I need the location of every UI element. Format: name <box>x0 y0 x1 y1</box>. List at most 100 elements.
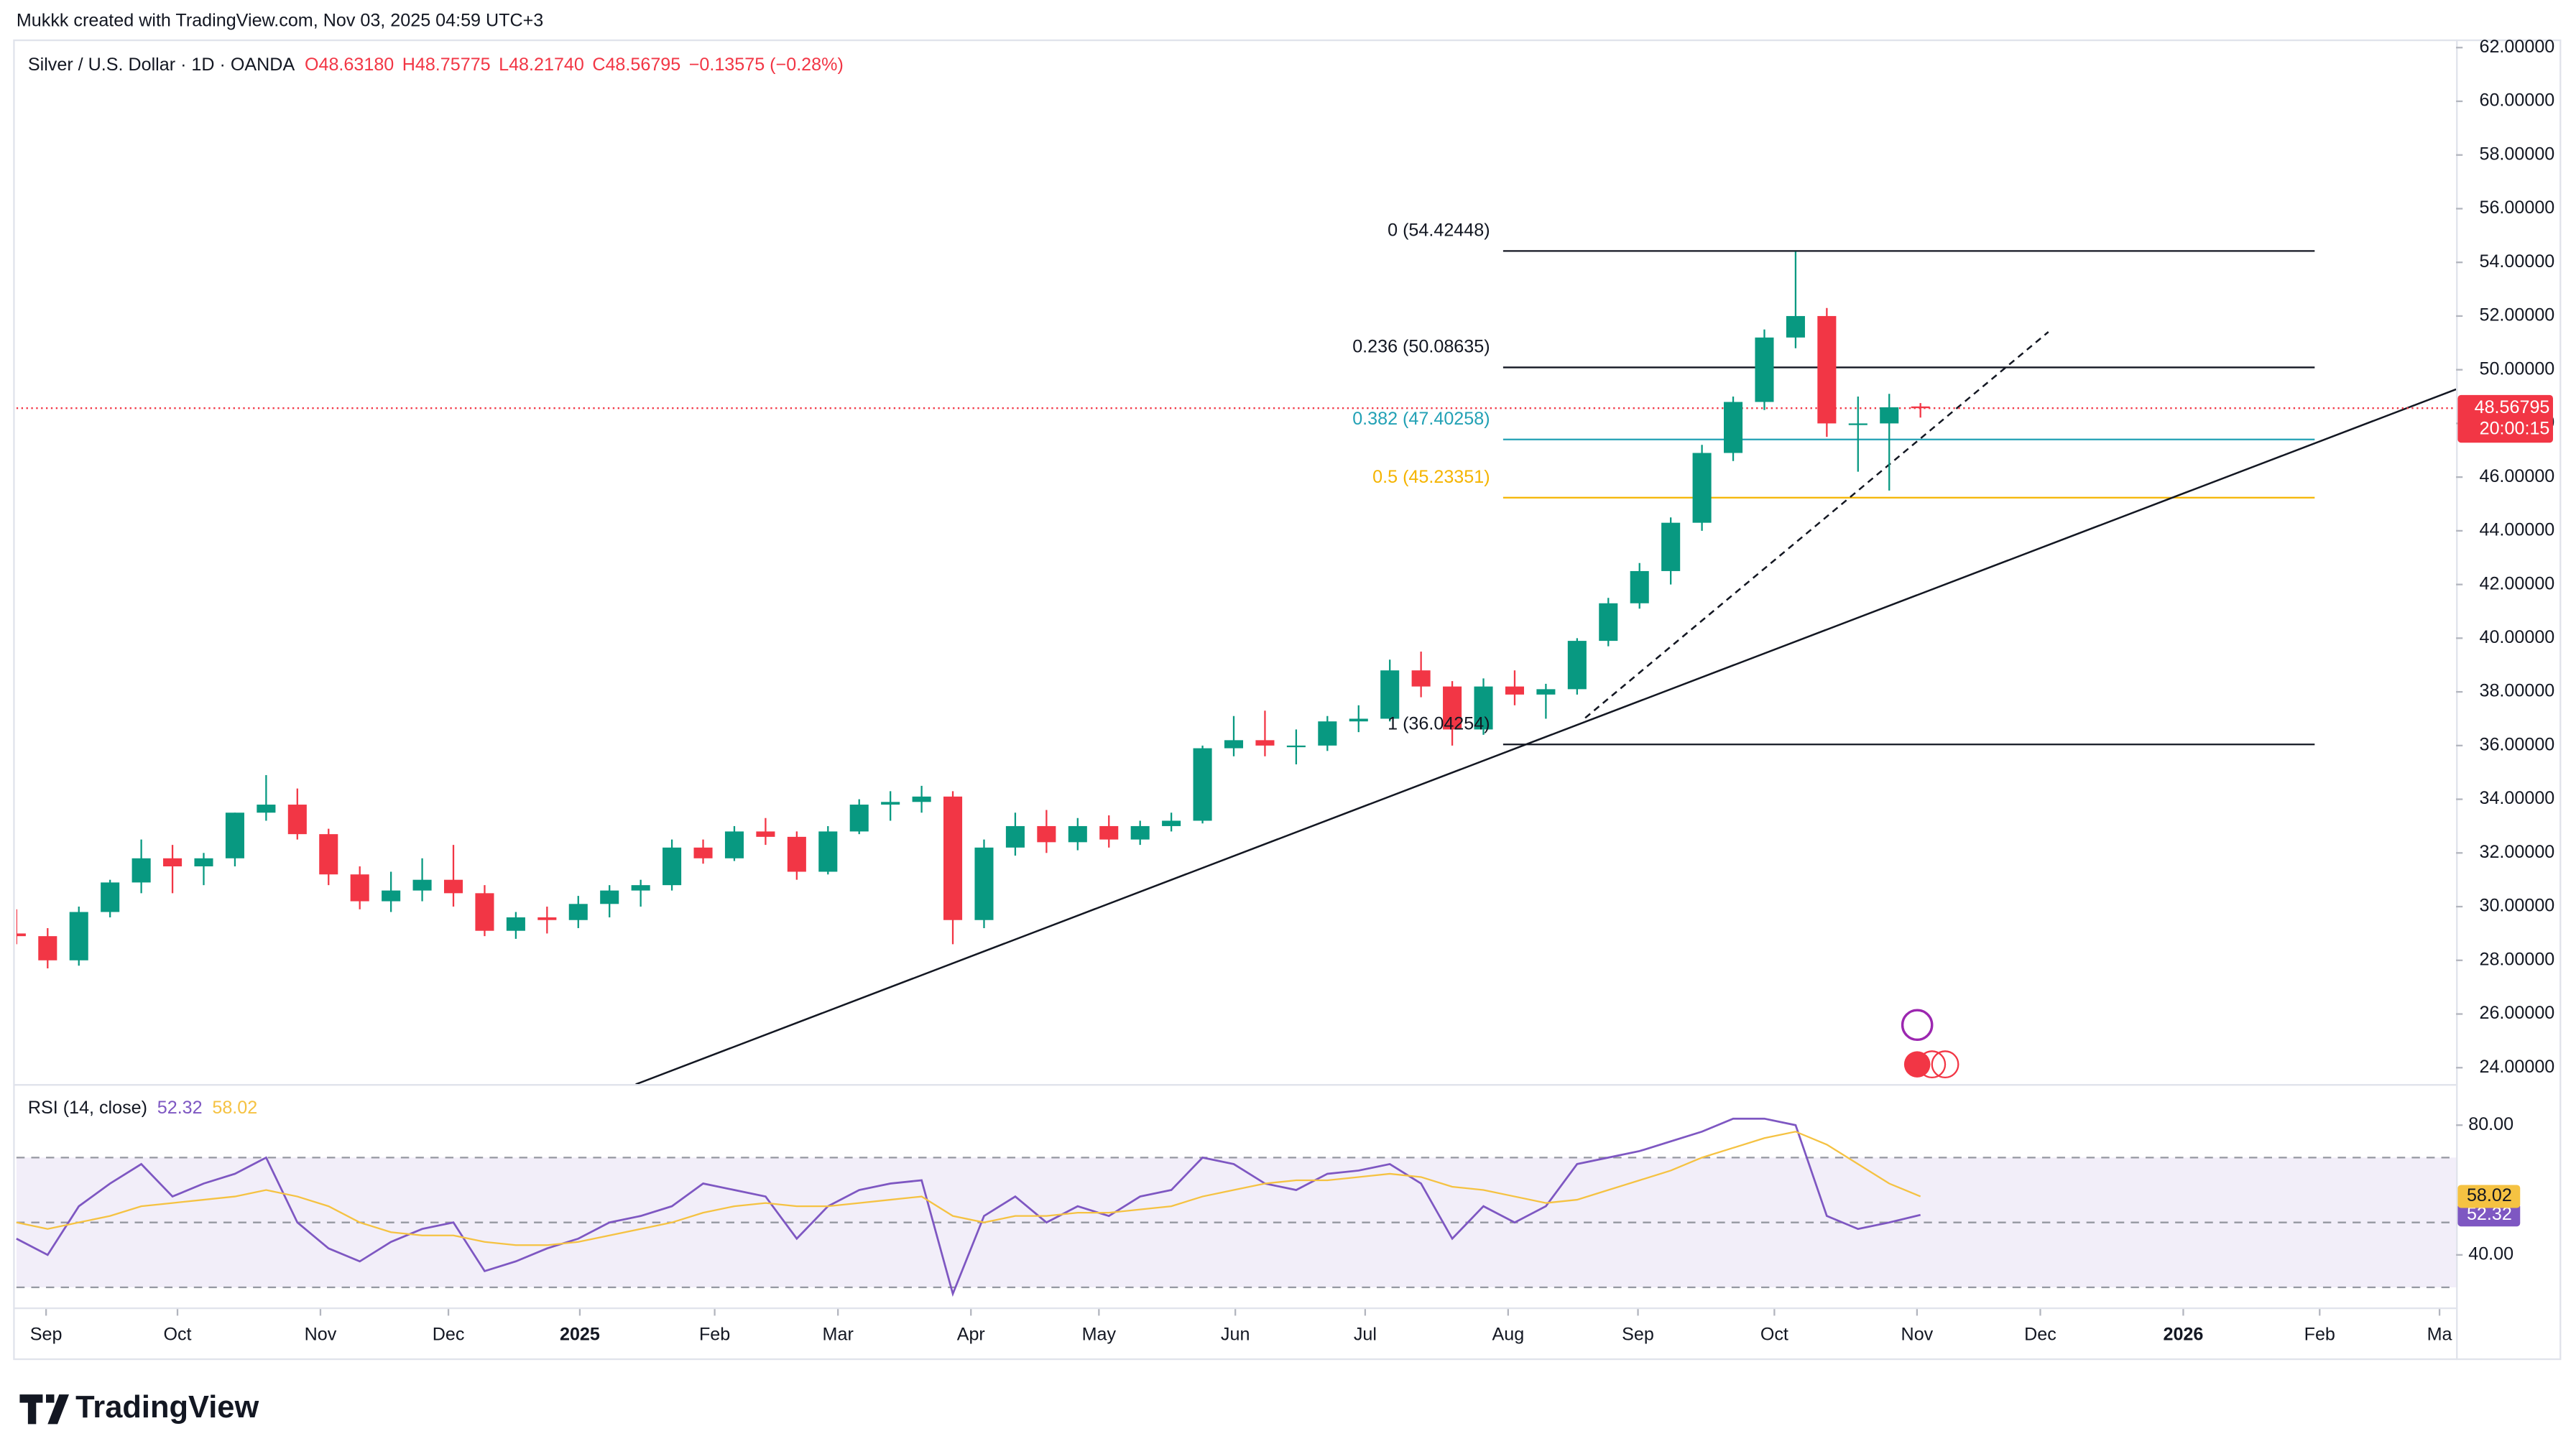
candle-body <box>1318 721 1337 746</box>
ohlc-value: −0.13575 (−0.28%) <box>689 55 844 75</box>
candle-body <box>663 847 682 886</box>
y-tick-label: 62.00000 <box>2479 37 2554 57</box>
x-tick-label: Sep <box>30 1325 63 1345</box>
candle-body <box>475 893 494 931</box>
rsi-legend-value: 58.02 <box>212 1098 257 1118</box>
candle-body <box>1536 689 1556 695</box>
candle-body <box>1068 825 1087 843</box>
candle-body <box>131 858 151 883</box>
x-tick-label: Nov <box>1901 1325 1934 1345</box>
candle-body <box>818 831 838 872</box>
candle-body <box>787 836 806 872</box>
candle-body <box>69 912 88 960</box>
candle-body <box>1692 453 1712 523</box>
y-tick-label: 32.00000 <box>2479 842 2554 862</box>
x-tick-label: Dec <box>2024 1325 2056 1345</box>
fib-label: 0 (54.42448) <box>1388 221 1490 241</box>
candle-body <box>412 879 432 891</box>
candle-body <box>382 890 401 902</box>
y-tick-label: 24.00000 <box>2479 1057 2554 1077</box>
rsi-line <box>16 1117 1921 1297</box>
candle-body <box>1567 641 1587 690</box>
candle-body <box>257 805 276 813</box>
candle-body <box>16 933 26 937</box>
ohlc-value: L48.21740 <box>499 55 584 75</box>
candle-body <box>1880 407 1899 424</box>
x-tick-label: Oct <box>1760 1325 1788 1345</box>
x-tick-label: Aug <box>1492 1325 1524 1345</box>
candle-body <box>943 796 963 920</box>
candle-body <box>1286 745 1306 748</box>
candle-body <box>568 904 588 920</box>
y-tick-label: 80.00 <box>2468 1114 2513 1134</box>
candle-body <box>1224 740 1244 749</box>
candle-body <box>1599 603 1618 642</box>
ohlc-value: O48.63180 <box>305 55 394 75</box>
candle-body <box>1505 686 1524 695</box>
event-icon <box>1918 1050 1947 1079</box>
x-tick-label: Feb <box>699 1325 730 1345</box>
y-tick-label: 38.00000 <box>2479 681 2554 701</box>
rsi-line <box>16 1131 1921 1246</box>
candle-body <box>443 879 463 894</box>
logo: TradingView <box>75 1390 259 1425</box>
event-icon <box>1931 1050 1959 1079</box>
candle-body <box>1755 337 1774 402</box>
countdown: 20:00:15 <box>2480 419 2550 439</box>
candle-body <box>881 802 900 805</box>
candle-body <box>1443 686 1462 730</box>
y-tick-label: 40.00000 <box>2479 627 2554 647</box>
candle-body <box>319 834 338 875</box>
candle-body <box>974 847 994 920</box>
y-tick-label: 52.00000 <box>2479 305 2554 325</box>
rsi-value-label: 58.02 <box>2467 1185 2512 1205</box>
x-tick-label: 2026 <box>2163 1325 2203 1345</box>
candle-body <box>1099 825 1119 840</box>
candle-body <box>1005 825 1025 848</box>
y-tick-label: 40.00 <box>2468 1244 2513 1264</box>
y-tick-label: 50.00000 <box>2479 358 2554 379</box>
y-tick-label: 42.00000 <box>2479 573 2554 593</box>
price-pane <box>16 250 2457 1085</box>
candle-body <box>1411 670 1431 687</box>
y-tick-label: 44.00000 <box>2479 520 2554 540</box>
event-icon <box>1901 1009 1934 1042</box>
event-icon <box>1903 1051 1931 1078</box>
trendline <box>635 388 2457 1085</box>
candle-body <box>1786 315 1805 338</box>
candle-body <box>1474 686 1493 730</box>
candle-body <box>194 858 213 866</box>
y-tick-label: 56.00000 <box>2479 198 2554 218</box>
candle-body <box>101 882 120 912</box>
x-tick-label: Oct <box>163 1325 191 1345</box>
x-tick-label: May <box>1082 1325 1117 1345</box>
rsi-value-box <box>2457 1203 2521 1227</box>
candle-body <box>1911 406 1930 409</box>
y-tick-label: 54.00000 <box>2479 251 2554 272</box>
x-tick-label: Nov <box>305 1325 337 1345</box>
candle-body <box>1724 402 1743 453</box>
x-tick-label: Ma <box>2427 1325 2452 1345</box>
candle-body <box>1162 820 1181 826</box>
candle-body <box>1848 423 1868 425</box>
ohlc-value: H48.75775 <box>402 55 491 75</box>
y-tick-label: 30.00000 <box>2479 896 2554 916</box>
candle-body <box>350 874 369 902</box>
symbol: Silver / U.S. Dollar · 1D · OANDA <box>28 55 295 75</box>
candle-body <box>1193 748 1212 821</box>
rsi-legend-value: 52.32 <box>157 1098 203 1118</box>
y-tick-label: 34.00000 <box>2479 788 2554 808</box>
y-tick-label: 28.00000 <box>2479 949 2554 969</box>
x-tick-label: Feb <box>2304 1325 2335 1345</box>
y-tick-label: 60.00000 <box>2479 91 2554 111</box>
candle-body <box>225 812 244 858</box>
candle-body <box>506 917 525 931</box>
candle-body <box>287 805 307 835</box>
rsi-title: RSI (14, close) <box>28 1098 147 1118</box>
candle-body <box>912 796 931 802</box>
candle-body <box>1130 825 1150 840</box>
candle-body <box>600 890 619 904</box>
y-tick-label: 36.00000 <box>2479 734 2554 754</box>
